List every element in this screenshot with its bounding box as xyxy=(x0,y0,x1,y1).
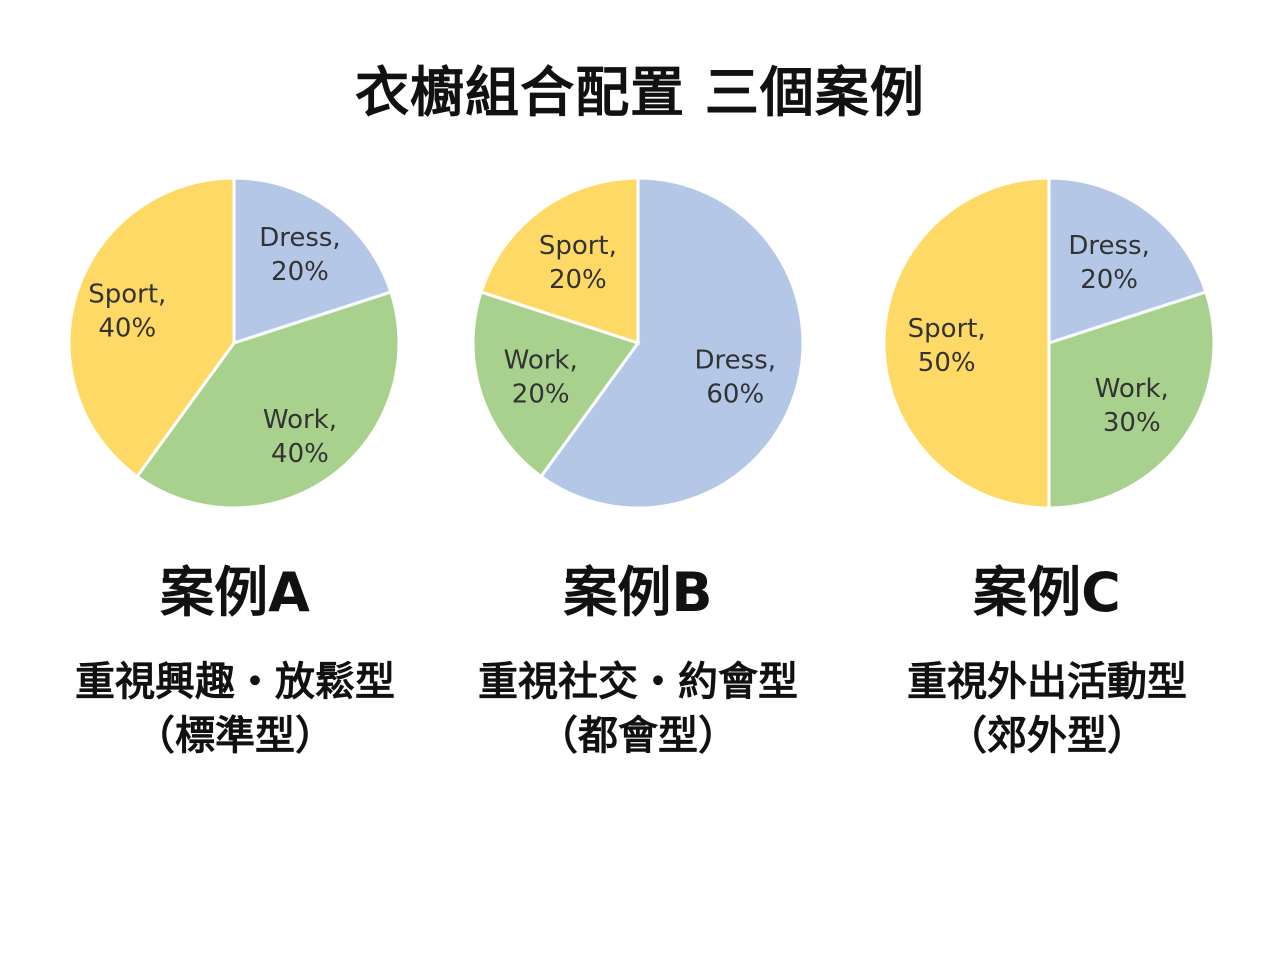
pie-c-slice-sport xyxy=(882,176,1051,510)
pie-a-slice-dress xyxy=(232,176,393,346)
pie-a-slice-sport xyxy=(67,176,236,479)
case-b-description: 重視社交・約會型 （都會型） xyxy=(438,655,838,763)
pie-b-label-dress: Dress, 60% xyxy=(695,346,777,410)
pie-b-slice-work xyxy=(471,290,641,479)
case-a-line1: 重視興趣・放鬆型 xyxy=(75,659,395,705)
case-a-block: 案例A 重視興趣・放鬆型 （標準型） xyxy=(35,548,435,763)
pie-a-label-sport: Sport, 40% xyxy=(88,279,166,343)
pie-a-slice-work xyxy=(134,290,401,510)
pie-c-label-dress: Dress, 20% xyxy=(1068,231,1150,295)
pie-b-slice-dress xyxy=(538,176,805,510)
pie-a-label-dress: Dress, 20% xyxy=(259,223,341,287)
case-c-line2: （郊外型） xyxy=(947,713,1147,759)
pie-b-slice-sport xyxy=(479,176,640,346)
pie-c-slice-work xyxy=(1047,290,1216,510)
pie-b-label-sport: Sport, 20% xyxy=(539,231,617,295)
case-a-description: 重視興趣・放鬆型 （標準型） xyxy=(35,655,435,763)
case-a-line2: （標準型） xyxy=(135,713,335,759)
pie-b-label-work: Work, 20% xyxy=(504,346,578,410)
case-b-line1: 重視社交・約會型 xyxy=(478,659,798,705)
case-c-line1: 重視外出活動型 xyxy=(907,659,1187,705)
page-title: 衣櫥組合配置 三個案例 xyxy=(355,61,925,124)
pie-c-slice-dress xyxy=(1047,176,1208,346)
pie-c-label-work: Work, 30% xyxy=(1095,374,1169,438)
case-b-line2: （都會型） xyxy=(538,713,738,759)
case-b-block: 案例B 重視社交・約會型 （都會型） xyxy=(438,548,838,763)
case-a-name: 案例A xyxy=(160,561,310,624)
pie-c-label-sport: Sport, 50% xyxy=(908,314,986,378)
case-c-description: 重視外出活動型 （郊外型） xyxy=(847,655,1247,763)
case-c-name: 案例C xyxy=(973,561,1121,624)
pie-a-label-work: Work, 40% xyxy=(263,405,337,469)
case-c-block: 案例C 重視外出活動型 （郊外型） xyxy=(847,548,1247,763)
case-b-name: 案例B xyxy=(563,561,713,624)
